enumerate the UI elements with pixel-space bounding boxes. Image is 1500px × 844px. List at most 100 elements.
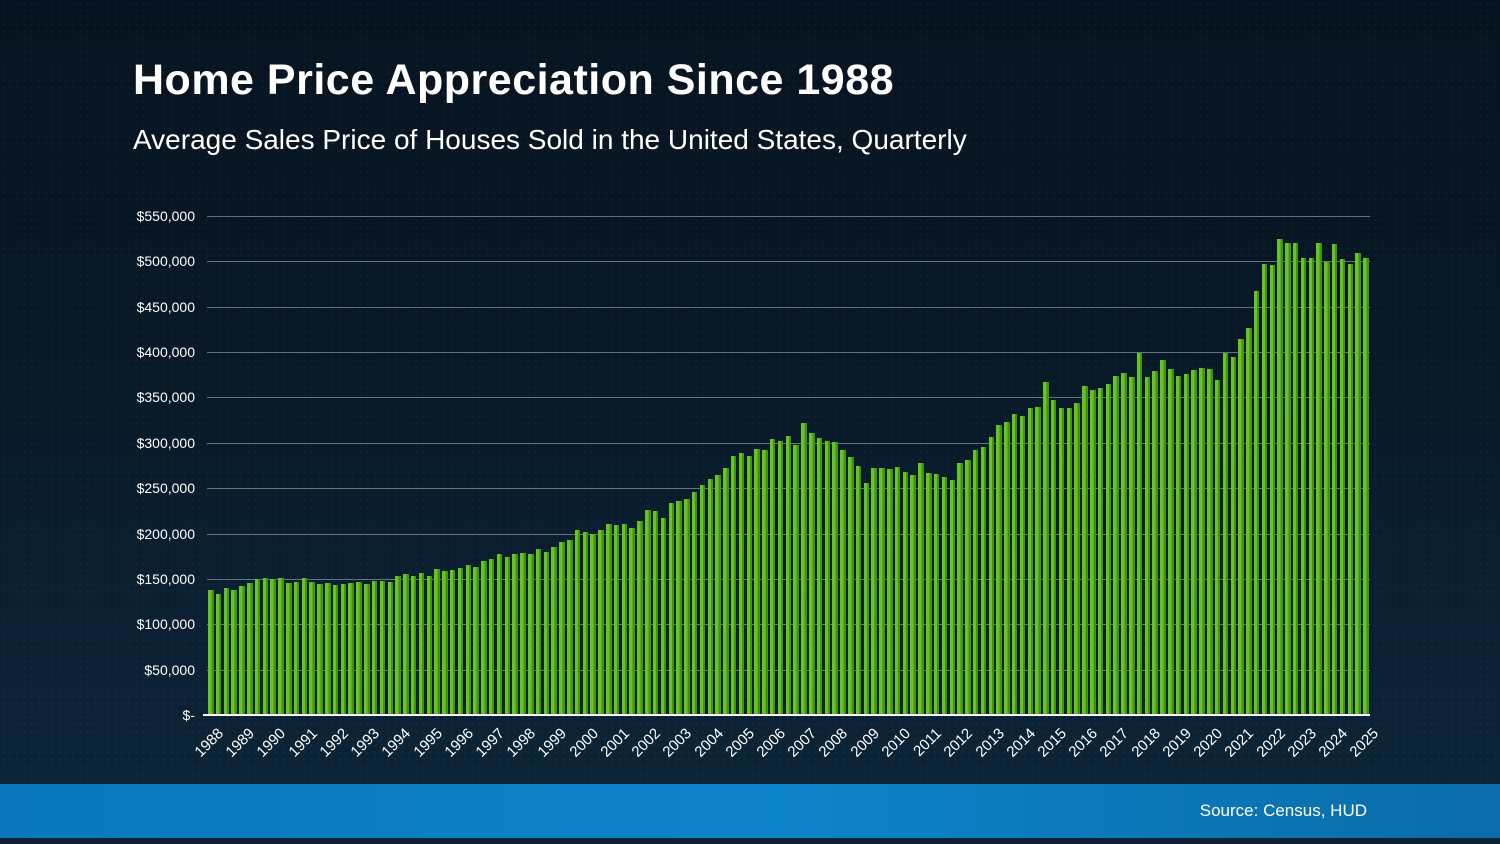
bar xyxy=(855,465,862,714)
bar xyxy=(1035,406,1041,714)
bar xyxy=(356,582,362,714)
bar xyxy=(691,492,698,714)
bar xyxy=(1355,253,1361,714)
bar xyxy=(543,551,550,714)
bar xyxy=(239,585,245,714)
bar xyxy=(1316,242,1322,714)
x-tick-label: 2017 xyxy=(1096,725,1133,761)
bar xyxy=(1363,258,1369,714)
bar xyxy=(1027,407,1034,714)
x-tick-label: 2018 xyxy=(1128,725,1164,761)
bar xyxy=(1058,407,1065,714)
bar xyxy=(387,582,394,714)
x-tick-label: 2020 xyxy=(1190,725,1227,761)
bar xyxy=(1004,421,1010,714)
bar xyxy=(1082,385,1088,714)
x-tick-label: 2007 xyxy=(784,725,821,761)
bar xyxy=(1090,390,1096,714)
x-tick-label: 2022 xyxy=(1252,725,1289,761)
x-tick-label: 2008 xyxy=(815,725,852,761)
bar xyxy=(785,435,792,714)
bar xyxy=(652,510,659,714)
bar xyxy=(262,578,269,714)
bar xyxy=(379,581,386,714)
bar xyxy=(1347,264,1354,714)
gridline xyxy=(207,352,1370,354)
chart-subtitle: Average Sales Price of Houses Sold in th… xyxy=(133,124,967,155)
bar xyxy=(254,578,261,714)
x-tick-label: 2005 xyxy=(722,725,758,761)
bar xyxy=(1308,258,1315,714)
bar xyxy=(535,548,542,714)
bar xyxy=(949,480,955,714)
bar xyxy=(473,567,479,714)
bar xyxy=(426,575,433,714)
bar xyxy=(574,530,581,714)
bar xyxy=(676,500,682,714)
bar xyxy=(941,476,948,714)
bar xyxy=(598,529,604,714)
bar xyxy=(887,469,893,714)
bar xyxy=(816,438,823,714)
bar xyxy=(270,579,276,714)
bar xyxy=(809,433,815,714)
bar xyxy=(457,568,464,714)
bar xyxy=(1019,415,1026,714)
bar xyxy=(637,521,643,714)
y-tick-label: $300,000 xyxy=(136,434,195,451)
bar xyxy=(621,524,628,714)
bar xyxy=(1113,375,1119,714)
bar xyxy=(613,525,620,714)
y-tick-label: $400,000 xyxy=(136,344,195,361)
bar xyxy=(1222,352,1229,714)
y-tick-label: $500,000 xyxy=(136,253,195,270)
x-tick-label: 1993 xyxy=(347,725,384,761)
x-tick-label: 1991 xyxy=(285,725,321,761)
x-tick-label: 1988 xyxy=(191,725,228,761)
bar xyxy=(980,447,987,714)
x-tick-label: 2015 xyxy=(1034,725,1070,761)
bar xyxy=(301,578,308,714)
bar xyxy=(231,589,237,714)
bar xyxy=(777,441,784,714)
x-tick-label: 1999 xyxy=(534,725,571,761)
bar xyxy=(559,541,565,714)
bar xyxy=(1074,402,1080,714)
x-tick-label: 2014 xyxy=(1003,725,1039,761)
footer-band xyxy=(0,784,1500,838)
gridline xyxy=(207,216,1370,217)
bar xyxy=(769,438,776,714)
x-tick-label: 2011 xyxy=(910,725,946,760)
bar xyxy=(793,444,799,714)
x-tick-label: 2000 xyxy=(566,725,602,761)
bar xyxy=(208,589,214,714)
y-tick-label: $200,000 xyxy=(136,525,195,542)
source-text: Source: Census, HUD xyxy=(1199,801,1367,820)
bar xyxy=(1152,371,1158,714)
bar xyxy=(684,498,690,714)
bar xyxy=(1183,373,1190,714)
bar xyxy=(582,531,589,714)
bar xyxy=(317,583,323,714)
bar xyxy=(278,578,284,714)
bar xyxy=(824,441,831,714)
bar xyxy=(481,561,487,714)
x-tick-label: 2002 xyxy=(628,725,665,761)
gridline xyxy=(207,306,1370,308)
bar xyxy=(1168,368,1174,714)
bar xyxy=(894,466,901,714)
bar xyxy=(434,569,440,714)
bar xyxy=(730,455,737,714)
y-tick-label: $250,000 xyxy=(136,480,195,497)
bar xyxy=(1043,381,1049,714)
gridline xyxy=(207,261,1370,263)
bar xyxy=(1129,377,1135,714)
bar xyxy=(340,583,347,714)
bar xyxy=(762,449,768,714)
y-tick-label: $550,000 xyxy=(136,208,195,224)
bar xyxy=(754,448,760,714)
bar xyxy=(1285,242,1291,714)
bar xyxy=(1277,238,1283,714)
bar xyxy=(832,442,838,714)
